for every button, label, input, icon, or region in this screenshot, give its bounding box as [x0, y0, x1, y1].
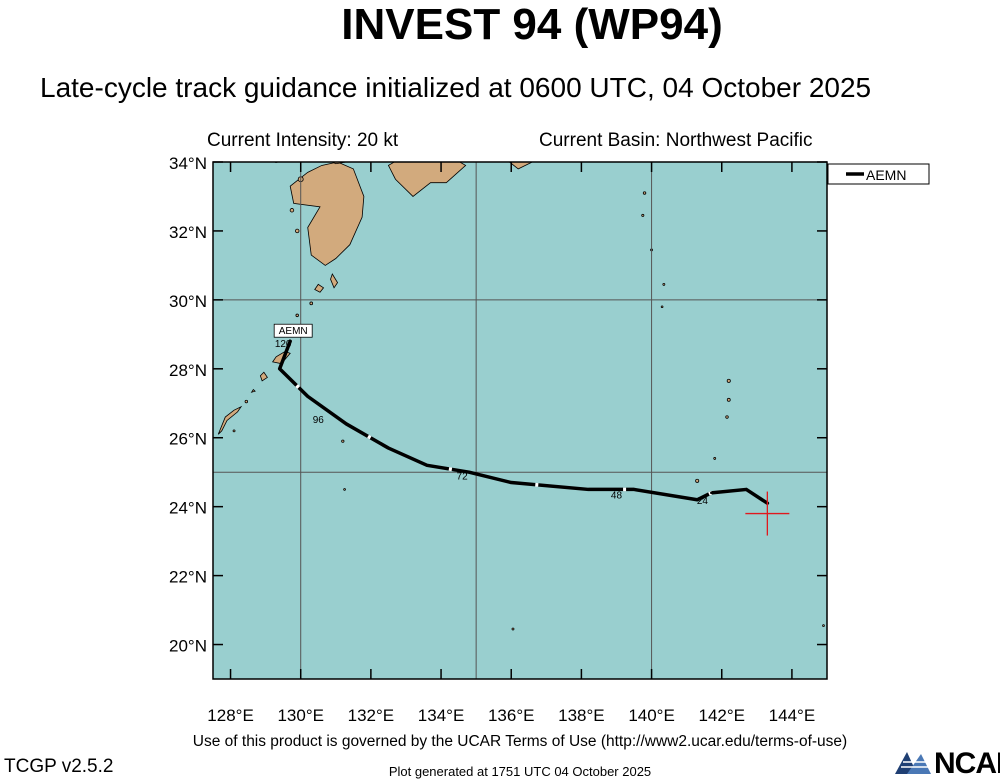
- islet-8: [232, 429, 236, 433]
- lat-tick-label: 20°N: [169, 637, 207, 656]
- track-line-aemn: [277, 339, 770, 505]
- islet-23: [822, 624, 825, 627]
- lon-tick-label: 132°E: [348, 706, 395, 725]
- islet-5: [295, 313, 299, 318]
- terms-of-use: Use of this product is governed by the U…: [192, 733, 848, 750]
- islet-10: [343, 488, 346, 491]
- lon-tick-label: 130°E: [277, 706, 324, 725]
- forecast-hour-label: 120: [275, 339, 292, 350]
- island-honshu: [483, 162, 533, 170]
- map-frame: [212, 161, 828, 680]
- page-title: INVEST 94 (WP94): [341, 0, 723, 49]
- islet-2: [295, 228, 300, 234]
- islet-12: [642, 191, 647, 195]
- lon-tick-label: 136°E: [488, 706, 535, 725]
- islet-15: [662, 282, 666, 286]
- lon-tick-label: 144°E: [769, 706, 816, 725]
- track-point: [710, 491, 713, 495]
- islet-7: [244, 399, 249, 404]
- track-point: [695, 498, 699, 501]
- forecast-hour-label: 24: [697, 496, 709, 507]
- track-point: [745, 488, 748, 491]
- islet-9: [341, 439, 345, 443]
- current-intensity: Current Intensity: 20 kt: [207, 130, 399, 151]
- lat-tick-label: 28°N: [169, 361, 207, 380]
- ncar-logo-text: NCAR: [934, 747, 1000, 780]
- lat-tick-label: 22°N: [169, 568, 207, 587]
- island-tokunoshima: [259, 371, 268, 382]
- page-subtitle: Late-cycle track guidance initialized at…: [40, 72, 872, 103]
- legend-box: [827, 163, 930, 185]
- track-point: [278, 367, 281, 370]
- version-label: TCGP v2.5.2: [4, 756, 114, 777]
- lat-tick-label: 34°N: [169, 154, 207, 173]
- lon-tick-label: 140°E: [628, 706, 675, 725]
- islet-22: [713, 457, 717, 460]
- islet-19: [725, 415, 729, 419]
- islet-3: [289, 208, 295, 213]
- track-point: [587, 488, 590, 491]
- track-point: [306, 395, 309, 398]
- islet-16: [660, 305, 664, 309]
- track-point: [510, 481, 513, 484]
- lon-tick-label: 142°E: [698, 706, 745, 725]
- lat-tick-label: 24°N: [169, 499, 207, 518]
- lon-tick-label: 134°E: [418, 706, 465, 725]
- island-yakushima: [314, 283, 325, 293]
- islet-20: [695, 478, 700, 483]
- legend-label: AEMN: [866, 167, 906, 183]
- islet-4: [309, 301, 314, 306]
- track-point: [425, 464, 429, 467]
- ncar-logo-icon: [895, 752, 931, 774]
- islet-17: [726, 378, 731, 383]
- island-tanegashima: [330, 273, 339, 289]
- track-point: [632, 488, 636, 491]
- generated-timestamp: Plot generated at 1751 UTC 04 October 20…: [388, 764, 652, 779]
- track-end-label-box: [273, 323, 313, 338]
- islet-13: [641, 213, 645, 217]
- lat-tick-label: 32°N: [169, 223, 207, 242]
- lon-tick-label: 138°E: [558, 706, 605, 725]
- islet-18: [726, 397, 731, 402]
- track-end-label: AEMN: [279, 326, 308, 337]
- islet-11: [511, 627, 515, 631]
- island-okinoerabu: [250, 388, 256, 393]
- lon-tick-label: 128°E: [207, 706, 254, 725]
- forecast-hour-label: 72: [457, 472, 469, 483]
- track-point: [288, 340, 292, 343]
- lat-tick-label: 26°N: [169, 430, 207, 449]
- track-point: [387, 446, 390, 450]
- lat-tick-label: 30°N: [169, 292, 207, 311]
- ocean-background: [213, 162, 827, 679]
- forecast-hour-label: 96: [313, 415, 325, 426]
- track-point: [345, 422, 348, 426]
- track-point: [467, 471, 471, 474]
- land-group: [217, 162, 825, 631]
- forecast-hour-label: 48: [611, 491, 623, 502]
- current-basin: Current Basin: Northwest Pacific: [539, 130, 813, 151]
- island-shikoku: [387, 162, 467, 197]
- island-okinawa: [217, 405, 243, 435]
